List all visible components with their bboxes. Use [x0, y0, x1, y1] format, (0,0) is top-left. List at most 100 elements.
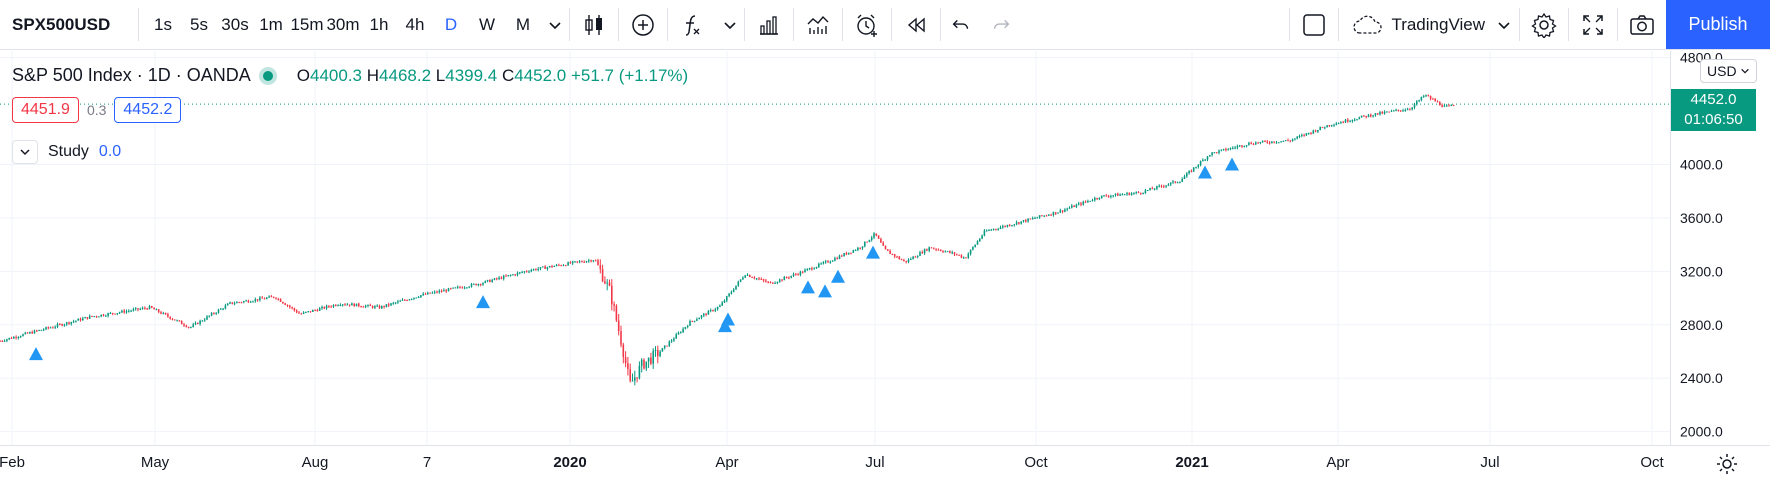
- interval-m-month[interactable]: M: [515, 14, 531, 34]
- candle-body: [1050, 214, 1052, 216]
- candle-body: [1367, 114, 1370, 117]
- candle-body: [1268, 142, 1271, 144]
- candle-body: [1146, 190, 1149, 192]
- indicators-dropdown-button[interactable]: [716, 0, 744, 49]
- candle-body: [854, 250, 857, 252]
- candle-body: [249, 301, 252, 303]
- candle-body: [215, 312, 217, 314]
- interval-30s[interactable]: 30s: [221, 14, 249, 34]
- study-signal-marker: [818, 284, 832, 298]
- layout-menu-button[interactable]: TradingView: [1339, 0, 1519, 49]
- toolbar-divider: [1617, 8, 1618, 41]
- templates-button[interactable]: [794, 0, 842, 49]
- candle-body: [1363, 115, 1365, 117]
- candle-body: [176, 320, 178, 322]
- function-icon: [685, 14, 700, 36]
- candle-body: [930, 247, 933, 249]
- redo-button[interactable]: [981, 0, 1021, 49]
- candle-body: [330, 306, 332, 308]
- financials-button[interactable]: [745, 0, 793, 49]
- toolbar-divider: [667, 8, 668, 41]
- candle-body: [1156, 186, 1158, 189]
- candle-body: [1340, 122, 1342, 124]
- candle-body: [905, 260, 907, 263]
- chart-pane[interactable]: 4800.0 4000.0 3600.0 3200.0 2800.0 2400.0 2000…: [0, 51, 1770, 480]
- candle-body: [1043, 215, 1045, 217]
- chart-settings-gear-icon[interactable]: [1714, 451, 1740, 477]
- collapse-legend-button[interactable]: [12, 140, 38, 164]
- candle-body: [525, 271, 528, 273]
- candle-body: [1452, 105, 1455, 107]
- candle-body: [1383, 111, 1386, 114]
- candle-body: [1077, 203, 1080, 205]
- settings-button[interactable]: [1520, 0, 1568, 49]
- price-axis[interactable]: [1670, 51, 1770, 445]
- interval-dropdown-button[interactable]: [541, 0, 569, 49]
- high-value: 4468.2: [379, 65, 432, 85]
- candle-body: [815, 266, 818, 269]
- candle-body: [107, 313, 109, 316]
- symbol-search-button[interactable]: SPX500USD: [12, 14, 111, 34]
- candle-body: [351, 303, 353, 306]
- candle-body: [286, 304, 289, 306]
- layout-name: TradingView: [1391, 14, 1485, 34]
- publish-button[interactable]: Publish: [1666, 0, 1770, 49]
- candle-body: [65, 322, 68, 325]
- candle-body: [1183, 176, 1186, 179]
- alert-button[interactable]: [843, 0, 891, 49]
- chart-type-button[interactable]: [570, 0, 618, 49]
- price-chart[interactable]: 4800.04000.03600.03200.02800.02400.02000…: [0, 51, 1770, 480]
- candle-body: [295, 310, 298, 313]
- candle-body: [560, 265, 562, 267]
- candle-body: [206, 316, 208, 320]
- interval-5s[interactable]: 5s: [190, 14, 208, 34]
- replay-button[interactable]: [892, 0, 940, 49]
- candle-body: [1084, 201, 1087, 203]
- interval-15m[interactable]: 15m: [290, 14, 324, 34]
- candle-body: [574, 261, 576, 263]
- candle-body: [1284, 140, 1287, 142]
- candle-body: [6, 339, 8, 341]
- indicators-button[interactable]: [668, 0, 716, 49]
- candle-body: [422, 293, 424, 296]
- interval-1s[interactable]: 1s: [154, 14, 172, 34]
- candle-body: [896, 256, 898, 258]
- candle-body: [790, 275, 792, 278]
- fullscreen-button[interactable]: [1569, 0, 1617, 49]
- undo-button[interactable]: [941, 0, 981, 49]
- interval-30m[interactable]: 30m: [326, 14, 360, 34]
- select-layout-button[interactable]: [1290, 0, 1338, 49]
- candle-body: [1174, 181, 1177, 183]
- candle-body: [192, 324, 194, 327]
- candle-body: [1006, 225, 1009, 227]
- candle-body: [22, 334, 24, 337]
- interval-1m[interactable]: 1m: [259, 14, 283, 34]
- market-status-icon[interactable]: [262, 70, 273, 81]
- candle-body: [105, 315, 107, 317]
- compare-symbol-button[interactable]: [619, 0, 667, 49]
- candle-body: [1298, 135, 1301, 137]
- candle-body: [792, 274, 795, 276]
- candle-body: [765, 280, 767, 282]
- interval-1h[interactable]: 1h: [369, 14, 389, 34]
- candle-body: [1059, 210, 1062, 213]
- candle-body: [1197, 165, 1200, 167]
- candle-body: [114, 313, 116, 315]
- price-tick-label: 3200.0: [1680, 263, 1723, 279]
- snapshot-button[interactable]: [1618, 0, 1666, 49]
- candle-body: [279, 298, 282, 302]
- candle-body: [29, 332, 31, 334]
- interval-4h[interactable]: 4h: [405, 14, 425, 34]
- candle-body: [714, 309, 717, 311]
- candle-body: [1402, 110, 1404, 112]
- candle-body: [507, 275, 510, 277]
- interval-w[interactable]: W: [478, 14, 496, 34]
- study-legend[interactable]: Study 0.0: [12, 140, 121, 164]
- series-legend[interactable]: S&P 500 Index · 1D · OANDA O4400.3 H4468…: [12, 65, 688, 86]
- candle-body: [581, 261, 583, 263]
- toolbar-divider: [891, 8, 892, 41]
- sell-price-button[interactable]: 4451.9: [12, 97, 79, 123]
- currency-selector[interactable]: USD: [1700, 59, 1757, 83]
- interval-d[interactable]: D: [444, 14, 458, 34]
- buy-price-button[interactable]: 4452.2: [114, 97, 182, 123]
